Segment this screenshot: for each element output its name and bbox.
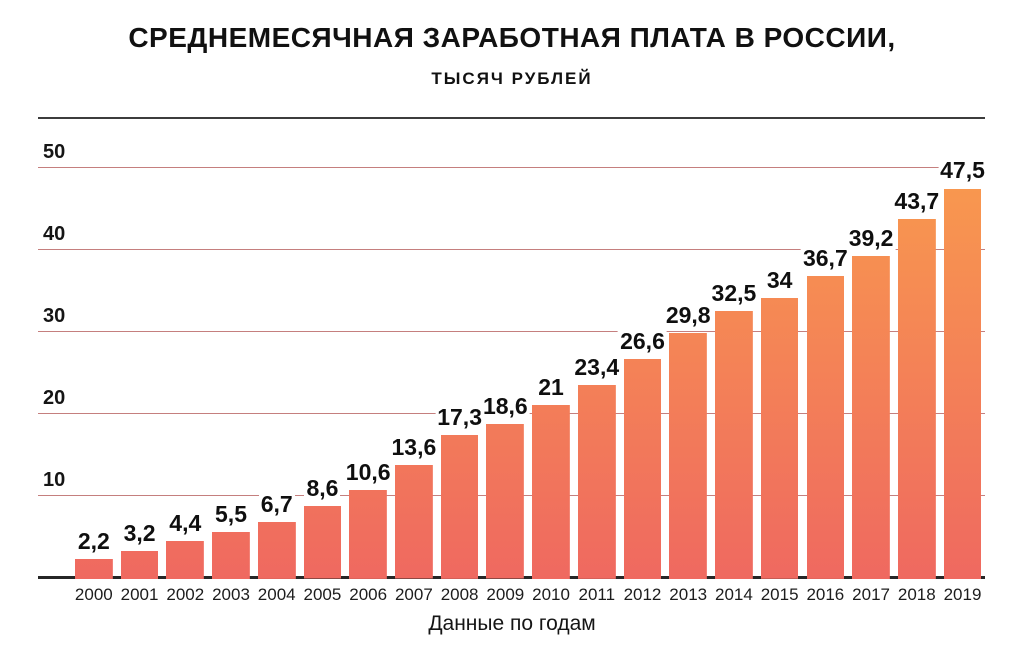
- bar: [532, 404, 570, 579]
- bar-value-label: 6,7: [258, 491, 295, 518]
- y-tick-label: 40: [43, 223, 66, 245]
- bar: [349, 490, 387, 579]
- x-tick-label: 2008: [440, 585, 479, 604]
- bar: [943, 187, 982, 579]
- bar: [852, 255, 890, 579]
- bar-value-label: 4,4: [167, 509, 204, 536]
- y-tick-label: 30: [43, 305, 66, 327]
- x-tick-label: 2003: [212, 585, 250, 604]
- plot-area: 10 20 30 40 50 2,2 2000 3,2 2001 4,4 2002 5,5 2003 6,…: [38, 0, 987, 610]
- bar: [166, 540, 205, 579]
- bar: [806, 276, 845, 579]
- header-divider: [38, 117, 985, 119]
- bar-value-label: 23,4: [572, 354, 622, 381]
- bar-value-label: 18,6: [480, 393, 530, 420]
- bar: [577, 385, 616, 579]
- bar: [760, 298, 799, 579]
- bar-value-label: 32,5: [709, 279, 759, 306]
- x-tick-label: 2009: [486, 585, 525, 604]
- x-tick-label: 2019: [943, 585, 982, 604]
- x-tick-label: 2014: [715, 585, 753, 604]
- x-tick-label: 2005: [303, 585, 342, 604]
- bar: [623, 358, 662, 579]
- bar: [669, 332, 708, 579]
- bar-value-label: 34: [764, 267, 795, 294]
- x-tick-label: 2001: [120, 585, 159, 604]
- x-tick-label: 2000: [74, 585, 113, 604]
- x-tick-label: 2015: [760, 585, 799, 604]
- bar: [715, 310, 753, 579]
- bar: [303, 506, 342, 579]
- x-tick-label: 2007: [394, 585, 433, 604]
- x-tick-label: 2016: [806, 585, 845, 604]
- gridline: [38, 249, 985, 250]
- bar-value-label: 5,5: [213, 500, 249, 527]
- bar-value-label: 10,6: [343, 459, 393, 486]
- bar-value-label: 47,5: [938, 156, 987, 183]
- bar-value-label: 8,6: [304, 475, 341, 502]
- gridline: [38, 331, 985, 332]
- bar: [257, 522, 296, 579]
- x-tick-label: 2017: [852, 585, 890, 604]
- x-tick-label: 2011: [578, 585, 616, 604]
- bar: [212, 531, 250, 579]
- bar-value-label: 43,7: [892, 187, 942, 214]
- y-tick-label: 10: [43, 469, 66, 491]
- x-axis-title: Данные по годам: [428, 612, 596, 635]
- bar: [440, 435, 479, 579]
- x-tick-label: 2013: [669, 585, 708, 604]
- bar-value-label: 2,2: [75, 527, 112, 554]
- y-tick-label: 20: [43, 387, 66, 409]
- y-tick-label: 50: [43, 141, 66, 163]
- bar-value-label: 21: [536, 373, 566, 400]
- bar-value-label: 29,8: [663, 301, 713, 328]
- gridline: [38, 167, 985, 168]
- chart-title: СРЕДНЕМЕСЯЧНАЯ ЗАРАБОТНАЯ ПЛАТА В РОССИИ…: [128, 22, 896, 53]
- x-tick-label: 2004: [257, 585, 296, 604]
- x-tick-label: 2012: [623, 585, 662, 604]
- bar: [486, 424, 525, 579]
- bar-value-label: 13,6: [389, 434, 439, 461]
- x-tick-label: 2010: [532, 585, 570, 604]
- x-tick-label: 2002: [166, 585, 205, 604]
- chart-subtitle: ТЫСЯЧ РУБЛЕЙ: [431, 69, 593, 88]
- bar: [75, 558, 113, 579]
- x-tick-label: 2018: [897, 585, 936, 604]
- bar: [395, 465, 433, 579]
- bar-value-label: 26,6: [618, 327, 667, 354]
- bar-value-label: 17,3: [435, 404, 484, 431]
- x-tick-label: 2006: [349, 585, 388, 604]
- bar-value-label: 39,2: [846, 224, 896, 251]
- bar: [897, 218, 936, 579]
- bar-value-label: 36,7: [800, 245, 850, 272]
- bar-value-label: 3,2: [121, 519, 158, 546]
- bar: [120, 550, 159, 579]
